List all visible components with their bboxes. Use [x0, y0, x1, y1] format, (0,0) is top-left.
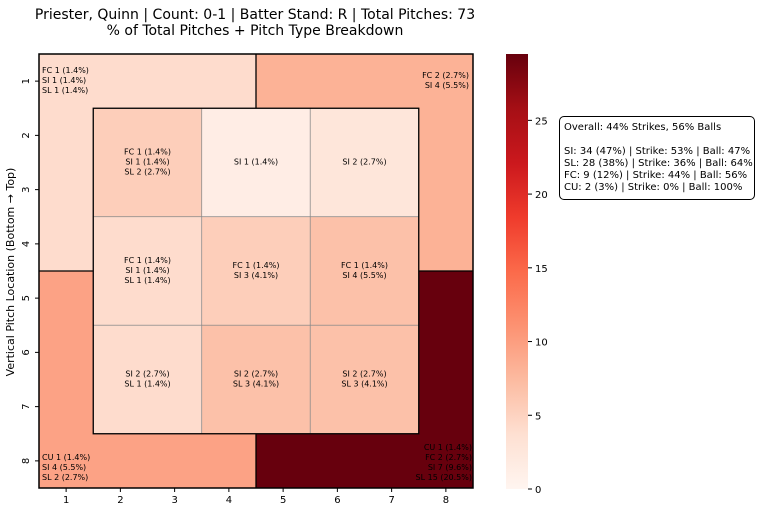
colorbar-tick-label: 5: [535, 411, 541, 422]
colorbar-tick-label: 0: [535, 485, 541, 496]
chart-subtitle: % of Total Pitches + Pitch Type Breakdow…: [106, 23, 404, 39]
strike-zone-cell-2-1-label: SI 2 (2.7%): [234, 370, 278, 379]
strike-zone-cell-1-1: [201, 216, 311, 326]
y-tick-label: 1: [21, 78, 32, 84]
y-tick-label: 2: [21, 132, 32, 138]
zone-top-right-label: SI 4 (5.5%): [425, 81, 469, 90]
summary-line-sl: SL: 28 (38%) | Strike: 36% | Ball: 64%: [564, 158, 753, 169]
summary-spacer: [564, 134, 749, 146]
x-tick-label: 2: [117, 495, 123, 506]
zone-bottom-right-label: FC 2 (2.7%): [425, 453, 472, 462]
strike-zone-cell-0-0-label: SI 1 (1.4%): [125, 158, 169, 167]
summary-line-si: SI: 34 (47%) | Strike: 53% | Ball: 47%: [564, 146, 751, 157]
x-tick-label: 7: [388, 495, 394, 506]
colorbar-tick-label: 20: [535, 190, 548, 201]
plot-frame: [38, 53, 474, 489]
y-tick-label: 7: [21, 403, 32, 409]
strike-zone-cell-2-1-label: SL 3 (4.1%): [233, 380, 279, 389]
strike-zone-cell-1-2: [309, 216, 420, 326]
colorbar-tick-label: 25: [535, 116, 548, 127]
y-tick-label: 6: [21, 349, 32, 355]
colorbar-tick-label: 15: [535, 264, 548, 275]
strike-zone-cell-2-2-label: SI 2 (2.7%): [342, 370, 386, 379]
axes: 1 2 3 4 5 6 7 8 1 2 3 4 5 6 7 8: [21, 53, 474, 506]
strike-zone-cell-0-2: [309, 107, 420, 218]
strike-zone-cell-1-0-label: SL 1 (1.4%): [124, 276, 170, 285]
strike-zone-cell-0-1: [201, 107, 311, 218]
y-tick-label: 8: [21, 458, 32, 464]
x-tick-label: 5: [280, 495, 286, 506]
zone-bottom-left-label: CU 1 (1.4%): [42, 453, 90, 462]
strike-zone-grid: FC 1 (1.4%)SI 1 (1.4%)SL 2 (2.7%)SI 1 (1…: [92, 107, 420, 435]
strike-zone-cell-1-2-label: SI 4 (5.5%): [342, 271, 386, 280]
summary-line-fc: FC: 9 (12%) | Strike: 44% | Ball: 56%: [564, 170, 748, 181]
chart-title: Priester, Quinn | Count: 0-1 | Batter St…: [34, 7, 476, 23]
summary-line-cu: CU: 2 (3%) | Strike: 0% | Ball: 100%: [564, 182, 743, 193]
zone-bottom-right-label: CU 1 (1.4%): [424, 443, 472, 452]
summary-overall: Overall: 44% Strikes, 56% Balls: [564, 122, 722, 133]
x-tick-label: 1: [63, 495, 69, 506]
zone-top-left-label: SL 1 (1.4%): [42, 86, 88, 95]
y-tick-label: 5: [21, 295, 32, 301]
strike-zone-cell-2-1: [201, 324, 311, 435]
x-tick-label: 4: [226, 495, 232, 506]
y-axis-label: Vertical Pitch Location (Bottom → Top): [4, 168, 17, 377]
zone-top-right-label: FC 2 (2.7%): [422, 71, 469, 80]
strike-zone-cell-0-0-label: FC 1 (1.4%): [124, 148, 171, 157]
strike-zone-cell-2-0-label: SI 2 (2.7%): [125, 370, 169, 379]
zone-bottom-left-label: SL 2 (2.7%): [42, 473, 88, 482]
strike-zone-cell-1-1-label: SI 3 (4.1%): [234, 271, 278, 280]
strike-zone-cell-1-2-label: FC 1 (1.4%): [341, 261, 388, 270]
colorbar-gradient: [506, 54, 528, 489]
strike-zone-border: [92, 107, 420, 435]
colorbar: 0 5 10 15 20 25: [506, 54, 548, 496]
zone-bottom-right-label: SI 7 (9.6%): [428, 463, 472, 472]
zone-top-left-label: SI 1 (1.4%): [42, 76, 86, 85]
summary-box: Overall: 44% Strikes, 56% Balls SI: 34 (…: [559, 116, 755, 200]
zone-bottom-right-label: SL 15 (20.5%): [416, 473, 472, 482]
strike-zone-cell-0-0-label: SL 2 (2.7%): [124, 168, 170, 177]
strike-zone-cell-2-0-label: SL 1 (1.4%): [124, 380, 170, 389]
strike-zone-cell-2-2-label: SL 3 (4.1%): [341, 380, 387, 389]
strike-zone-cell-1-0-label: SI 1 (1.4%): [125, 266, 169, 275]
y-tick-label: 3: [21, 186, 32, 192]
strike-zone-cell-0-2-label: SI 2 (2.7%): [342, 158, 386, 167]
strike-zone-cell-0-1-label: SI 1 (1.4%): [234, 158, 278, 167]
x-tick-label: 8: [443, 495, 449, 506]
y-tick-label: 4: [21, 241, 32, 247]
strike-zone-cell-1-1-label: FC 1 (1.4%): [233, 261, 280, 270]
x-tick-label: 3: [171, 495, 177, 506]
x-tick-label: 6: [334, 495, 340, 506]
zone-top-left-label: FC 1 (1.4%): [42, 66, 89, 75]
strike-zone-cell-1-0-label: FC 1 (1.4%): [124, 256, 171, 265]
zone-bottom-left-label: SI 4 (5.5%): [42, 463, 86, 472]
colorbar-tick-label: 10: [535, 338, 548, 349]
